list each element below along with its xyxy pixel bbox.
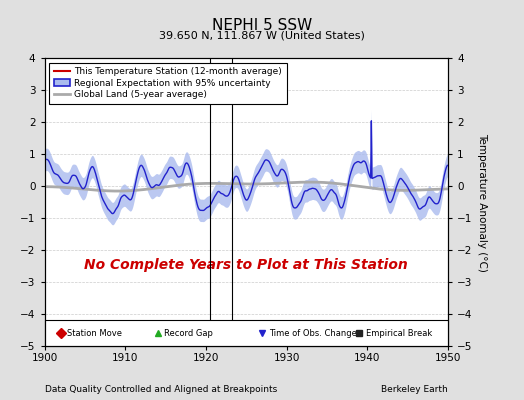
Y-axis label: Temperature Anomaly (°C): Temperature Anomaly (°C) <box>477 132 487 272</box>
Text: Station Move: Station Move <box>67 329 122 338</box>
Text: 39.650 N, 111.867 W (United States): 39.650 N, 111.867 W (United States) <box>159 30 365 40</box>
Text: Data Quality Controlled and Aligned at Breakpoints: Data Quality Controlled and Aligned at B… <box>45 385 277 394</box>
Text: NEPHI 5 SSW: NEPHI 5 SSW <box>212 18 312 33</box>
Text: Empirical Break: Empirical Break <box>366 329 432 338</box>
Bar <box>45 320 448 346</box>
Legend: This Temperature Station (12-month average), Regional Expectation with 95% uncer: This Temperature Station (12-month avera… <box>49 62 287 104</box>
Text: Time of Obs. Change: Time of Obs. Change <box>269 329 357 338</box>
Text: Berkeley Earth: Berkeley Earth <box>381 385 448 394</box>
Text: No Complete Years to Plot at This Station: No Complete Years to Plot at This Statio… <box>84 258 408 272</box>
Text: Record Gap: Record Gap <box>164 329 213 338</box>
